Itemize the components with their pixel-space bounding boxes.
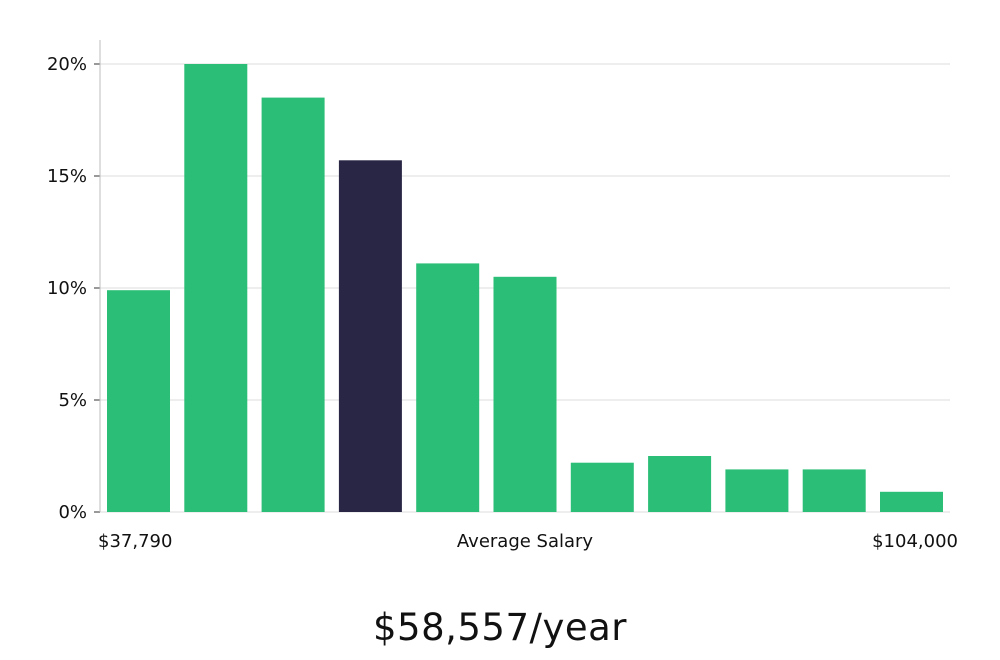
x-max-label: $104,000	[872, 531, 958, 552]
bar	[493, 276, 557, 512]
bar	[184, 64, 248, 512]
bar	[880, 491, 943, 512]
bar-highlighted	[338, 160, 402, 513]
x-min-label: $37,790	[98, 531, 172, 552]
salary-histogram: 0% 5% 10% 15% 20% $37,790 Average Salary $10…	[47, 40, 958, 552]
average-salary-value: $58,557/year	[372, 606, 627, 649]
y-tick-label: 20%	[47, 54, 87, 75]
y-tick-label: 15%	[47, 166, 87, 187]
bar	[802, 469, 866, 512]
bars	[107, 64, 943, 513]
x-axis-label: Average Salary	[457, 531, 594, 552]
bar	[570, 462, 634, 512]
bar	[107, 290, 170, 512]
bar	[725, 469, 789, 512]
bar	[648, 456, 712, 512]
y-tick-label: 0%	[58, 502, 87, 523]
y-axis-ticks: 0% 5% 10% 15% 20%	[47, 54, 100, 523]
bar	[416, 263, 480, 512]
y-tick-label: 10%	[47, 278, 87, 299]
y-tick-label: 5%	[58, 390, 87, 411]
bar	[261, 97, 325, 512]
